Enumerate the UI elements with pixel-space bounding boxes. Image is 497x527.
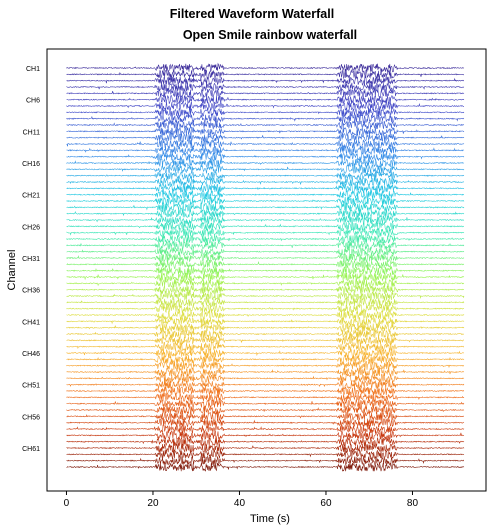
channel-trace <box>66 145 465 156</box>
channel-trace <box>66 322 465 333</box>
channel-trace <box>66 240 465 251</box>
channel-trace <box>66 75 464 86</box>
channel-trace <box>66 252 465 264</box>
channel-trace <box>66 297 465 308</box>
channel-trace <box>66 94 465 105</box>
channel-tick-label: CH26 <box>22 224 40 231</box>
channel-trace <box>66 411 465 422</box>
channel-tick-label: CH46 <box>22 351 40 358</box>
channel-trace <box>66 385 465 396</box>
channel-trace <box>66 157 465 168</box>
channel-trace <box>66 220 465 232</box>
time-axis-ticks: 0 20 40 60 80 <box>64 491 419 509</box>
plot-frame <box>46 48 487 492</box>
channel-trace <box>66 69 464 80</box>
channel-tick-label: CH56 <box>22 414 40 421</box>
channel-trace <box>66 183 465 194</box>
channel-trace <box>66 126 465 137</box>
channel-trace <box>66 430 465 441</box>
channel-trace <box>66 177 465 188</box>
channel-tick-label: CH31 <box>22 256 40 263</box>
channel-tick-label: CH61 <box>22 446 40 453</box>
channel-trace <box>66 214 465 226</box>
channel-tick-label: CH16 <box>22 161 40 168</box>
x-tick-label: 20 <box>147 498 159 509</box>
channel-trace <box>66 233 465 245</box>
channel-tick-label: CH41 <box>22 319 40 326</box>
channel-trace <box>66 81 465 92</box>
x-tick-label: 60 <box>320 498 332 509</box>
figure-suptitle: Filtered Waveform Waterfall <box>170 7 334 21</box>
channel-trace <box>66 329 464 339</box>
channel-trace <box>66 139 465 149</box>
channel-trace <box>66 208 465 219</box>
x-tick-label: 40 <box>234 498 246 509</box>
channel-trace <box>66 449 465 460</box>
channel-trace <box>66 404 465 416</box>
channel-trace <box>66 291 465 301</box>
x-axis-label: Time (s) <box>250 513 290 525</box>
channel-trace <box>66 88 465 99</box>
channel-tick-label: CH51 <box>22 383 40 390</box>
channel-trace <box>66 189 464 200</box>
channel-trace <box>66 278 465 288</box>
channel-trace <box>66 309 465 321</box>
channel-trace <box>66 461 465 472</box>
channel-trace <box>66 195 465 206</box>
channel-trace <box>66 398 465 410</box>
channel-trace <box>66 442 465 453</box>
channel-trace <box>66 284 465 294</box>
channel-tick-label: CH1 <box>26 66 40 73</box>
channel-trace <box>66 354 465 365</box>
channel-trace <box>66 303 465 314</box>
chart-title: Open Smile rainbow waterfall <box>183 28 357 42</box>
channel-trace <box>66 341 465 352</box>
channel-trace <box>66 418 465 428</box>
channel-trace <box>66 100 465 112</box>
channel-trace <box>66 373 465 384</box>
channel-trace <box>66 366 465 378</box>
channel-trace <box>66 151 465 162</box>
x-tick-label: 80 <box>407 498 419 509</box>
channel-trace <box>66 436 465 447</box>
channel-tick-label: CH36 <box>22 288 40 295</box>
channel-trace <box>66 119 464 130</box>
channel-tick-label: CH11 <box>23 129 40 136</box>
channel-trace <box>66 455 464 467</box>
channel-trace <box>66 348 464 358</box>
channel-trace <box>66 171 465 181</box>
channel-trace <box>66 202 465 213</box>
x-tick-label: 0 <box>64 498 70 509</box>
channel-trace <box>66 113 465 124</box>
channel-trace <box>66 164 465 175</box>
channel-trace <box>66 272 465 283</box>
channel-tick-labels: CH1 CH6 CH11 CH16 CH21 CH26 CH31 CH36 CH41 CH46 CH… <box>22 66 40 453</box>
channel-trace <box>66 107 465 117</box>
channel-trace <box>66 246 465 257</box>
channel-trace <box>66 132 465 143</box>
channel-trace <box>66 393 465 403</box>
channel-trace <box>66 379 465 391</box>
channel-tick-label: CH6 <box>26 98 40 105</box>
y-axis-label: Channel <box>6 250 18 291</box>
channel-trace <box>66 259 465 270</box>
channel-trace <box>66 424 465 434</box>
channel-tick-label: CH21 <box>22 193 40 200</box>
channel-trace <box>66 227 465 238</box>
channel-trace <box>66 316 465 327</box>
channel-trace <box>66 62 465 74</box>
channel-traces <box>66 62 465 472</box>
channel-trace <box>66 266 465 276</box>
channel-trace <box>66 335 465 346</box>
channel-trace <box>66 361 465 371</box>
